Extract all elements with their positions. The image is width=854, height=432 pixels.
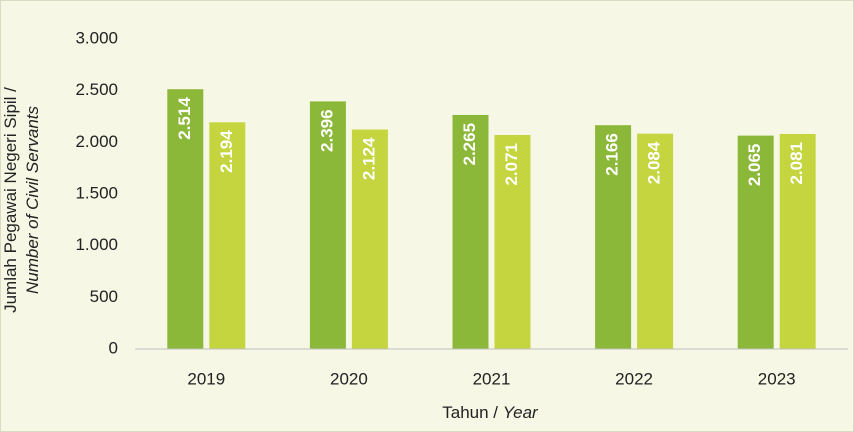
bar	[494, 134, 531, 349]
x-axis-label-part: Tahun /	[442, 403, 498, 422]
y-axis-label-line: Jumlah Pegawai Negeri Sipil /	[1, 87, 20, 313]
y-tick-label: 2.500	[75, 80, 118, 99]
x-tick-label: 2020	[330, 369, 368, 388]
bar	[452, 114, 489, 349]
bar	[737, 135, 774, 349]
data-label: 2.166	[603, 133, 622, 176]
x-tick-label: 2019	[187, 369, 225, 388]
bar	[595, 125, 632, 350]
x-tick-label: 2022	[615, 369, 653, 388]
data-label: 2.265	[460, 123, 479, 166]
data-label: 2.071	[502, 143, 521, 186]
bar	[637, 133, 674, 349]
y-axis-label: Jumlah Pegawai Negeri Sipil / Number of C…	[1, 87, 42, 313]
data-label: 2.194	[217, 130, 236, 173]
x-tick-label: 2021	[473, 369, 511, 388]
x-tick-label: 2023	[758, 369, 796, 388]
data-label: 2.065	[745, 144, 764, 187]
bar	[309, 101, 346, 349]
x-axis-label: Tahun / Year	[442, 403, 539, 422]
x-axis-label-part: Year	[503, 403, 539, 422]
data-label: 2.396	[317, 109, 336, 152]
bar	[209, 122, 246, 349]
y-axis-label-line: Number of Civil Servants	[23, 106, 42, 295]
data-label: 2.514	[175, 97, 194, 140]
bar	[167, 89, 204, 349]
bar	[779, 133, 816, 349]
data-label: 2.084	[645, 141, 664, 184]
y-tick-label: 500	[90, 287, 118, 306]
y-tick-label: 3.000	[75, 28, 118, 47]
y-tick-label: 0	[109, 338, 118, 357]
data-label: 2.081	[787, 142, 806, 185]
y-tick-label: 1.000	[75, 235, 118, 254]
y-tick-label: 2.000	[75, 132, 118, 151]
data-label: 2.124	[359, 137, 378, 180]
y-tick-label: 1.500	[75, 183, 118, 202]
bar	[351, 129, 388, 349]
